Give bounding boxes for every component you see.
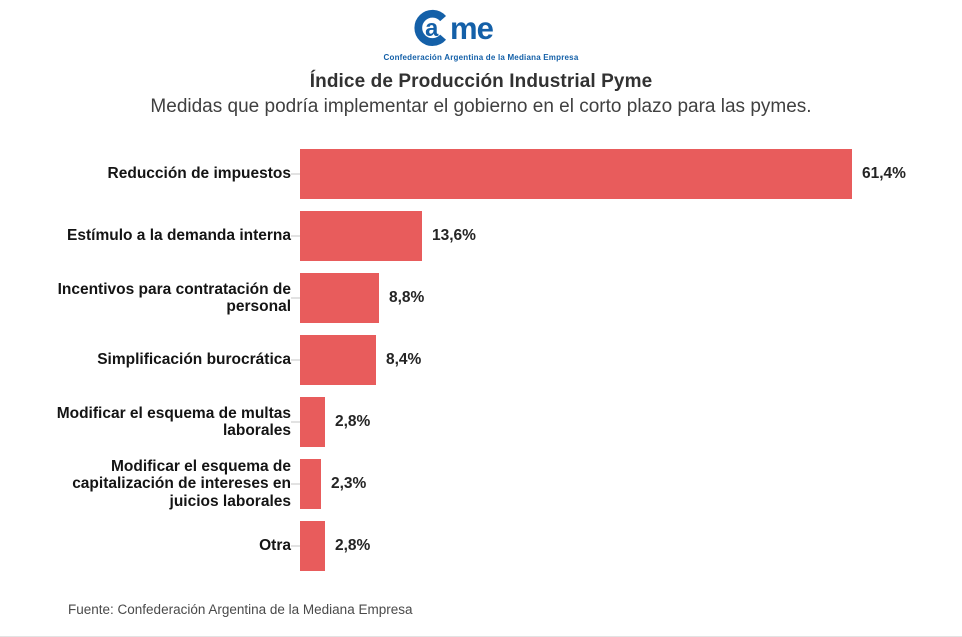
- leader-line: [291, 297, 300, 299]
- bar: [300, 211, 422, 261]
- came-logo-tagline: Confederación Argentina de la Mediana Em…: [383, 53, 579, 62]
- bar: [300, 335, 376, 385]
- bar-label-col: Reducción de impuestos: [0, 165, 291, 182]
- came-logo: a me: [412, 6, 550, 48]
- bar: [300, 459, 321, 509]
- bar: [300, 397, 325, 447]
- leader-line: [291, 173, 300, 175]
- bar-row: Modificar el esquema de capitalización d…: [0, 458, 962, 509]
- bar-value: 8,8%: [389, 289, 425, 306]
- source-note: Fuente: Confederación Argentina de la Me…: [68, 602, 413, 617]
- bar-row: Reducción de impuestos 61,4%: [0, 149, 962, 199]
- svg-text:me: me: [450, 11, 494, 46]
- bar-value: 8,4%: [386, 351, 422, 368]
- chart-subtitle: Medidas que podría implementar el gobier…: [150, 96, 812, 117]
- came-logo-icon: a me: [414, 9, 495, 46]
- leader-line: [291, 545, 300, 547]
- bar-label: Reducción de impuestos: [107, 165, 291, 183]
- bar: [300, 273, 379, 323]
- bar-label-col: Simplificación burocrática: [0, 351, 291, 368]
- leader-line: [291, 421, 300, 423]
- bar: [300, 149, 852, 199]
- bar-value: 2,3%: [331, 475, 367, 492]
- bar: [300, 521, 325, 571]
- bar-label: Simplificación burocrática: [97, 351, 291, 369]
- bar-label-col: Otra: [0, 537, 291, 554]
- leader-line: [291, 359, 300, 361]
- bar-row: Modificar el esquema de multas laborales…: [0, 397, 962, 447]
- bar-label: Estímulo a la demanda interna: [67, 227, 291, 245]
- bar-row: Simplificación burocrática 8,4%: [0, 335, 962, 385]
- bar-label-col: Modificar el esquema de capitalización d…: [0, 458, 291, 509]
- chart-title: Índice de Producción Industrial Pyme: [309, 71, 653, 92]
- bar-label: Modificar el esquema de capitalización d…: [72, 458, 291, 510]
- bar-row: Otra 2,8%: [0, 521, 962, 571]
- bar-row: Incentivos para contratación de personal…: [0, 273, 962, 323]
- bar-value: 13,6%: [432, 227, 476, 244]
- leader-line: [291, 483, 300, 485]
- bar-label-col: Estímulo a la demanda interna: [0, 227, 291, 244]
- leader-line: [291, 235, 300, 237]
- bar-label: Otra: [259, 537, 291, 555]
- header: a me Confederación Argentina de la Media…: [0, 0, 962, 118]
- bar-value: 2,8%: [335, 413, 371, 430]
- bar-row: Estímulo a la demanda interna 13,6%: [0, 211, 962, 261]
- bar-label-col: Incentivos para contratación de personal: [0, 281, 291, 315]
- bar-value: 61,4%: [862, 165, 906, 182]
- bar-value: 2,8%: [335, 537, 371, 554]
- svg-text:a: a: [425, 16, 439, 42]
- bar-label-col: Modificar el esquema de multas laborales: [0, 405, 291, 439]
- bar-label: Incentivos para contratación de personal: [57, 280, 291, 315]
- bar-label: Modificar el esquema de multas laborales: [56, 404, 291, 439]
- bar-chart: Reducción de impuestos 61,4% Estímulo a la…: [0, 149, 962, 571]
